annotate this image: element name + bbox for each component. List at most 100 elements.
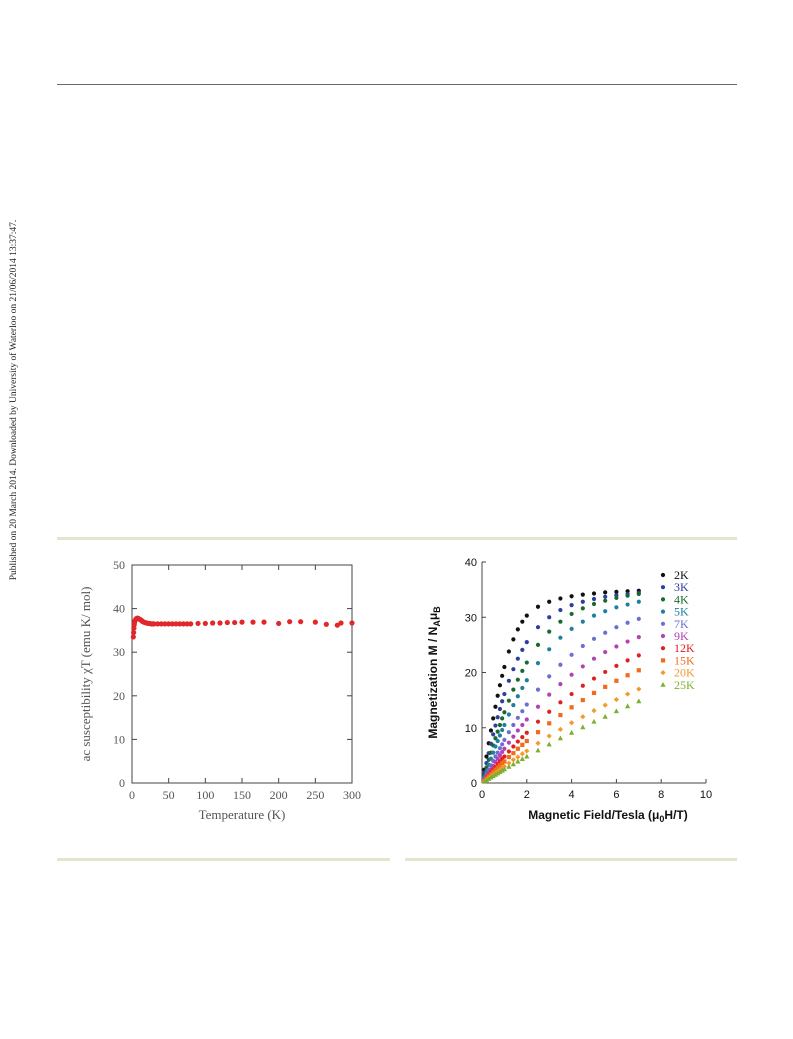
data-point-4k <box>497 722 503 728</box>
data-point-3k <box>515 656 520 661</box>
data-point-2k <box>580 592 585 597</box>
x-axis-label: Magnetic Field/Tesla (μ0H/T) <box>528 808 688 824</box>
magnetization-chart: 0 2 4 6 8 10 0 10 20 30 40 2K3K4K5K7K9K12K15K20K25… <box>426 557 712 824</box>
data-point-15k <box>535 730 541 735</box>
data-point-5k <box>580 619 585 624</box>
data-point-25k <box>625 703 631 709</box>
data-point-2k <box>491 716 496 721</box>
data-point-12k <box>569 691 574 697</box>
data-point <box>188 621 194 627</box>
data-point-12k <box>547 709 552 714</box>
x-axis-label-main: Magnetic Field/Tesla (μ <box>528 808 659 822</box>
x-tick-label: 150 <box>233 788 251 802</box>
data-point <box>131 629 137 636</box>
legend-marker-9k <box>660 633 666 639</box>
y-tick-label: 40 <box>113 602 125 616</box>
data-point-3k <box>524 640 529 645</box>
data-point-2k <box>603 590 608 595</box>
data-point-15k <box>493 767 498 772</box>
data-point-12k <box>502 754 507 759</box>
data-point-2k <box>591 591 597 596</box>
data-point-2k <box>614 589 619 594</box>
y-axis-label-main: Magnetization M / N <box>426 627 440 739</box>
data-point-7k <box>497 746 503 751</box>
legend-marker-15k <box>660 658 666 663</box>
y-tick-label: 20 <box>113 689 125 703</box>
data-point <box>158 621 164 627</box>
data-point-4k <box>569 611 574 617</box>
legend-label-15k: 15K <box>674 653 695 667</box>
y-axis-label-sub-b: B <box>432 606 442 613</box>
data-point-5k <box>558 635 563 640</box>
data-point-3k <box>491 732 496 737</box>
data-point-7k <box>506 730 511 735</box>
data-point-9k <box>535 704 541 709</box>
data-point-4k <box>506 698 511 703</box>
data-point-15k <box>515 746 520 751</box>
figure-bottom-rule-left <box>57 858 390 861</box>
data-point-9k <box>625 639 630 644</box>
data-point-3k <box>603 594 608 599</box>
data-point-25k <box>613 708 619 714</box>
data-point-25k <box>483 777 490 783</box>
data-point-9k <box>520 722 525 728</box>
data-point-12k <box>506 749 511 754</box>
data-point-5k <box>535 661 541 666</box>
legend-marker-5k <box>660 609 666 614</box>
data-point-12k <box>580 683 585 688</box>
data-point-12k <box>535 719 541 724</box>
x-tick-label: 0 <box>479 789 485 801</box>
data-point-9k <box>515 728 520 733</box>
data-point <box>224 619 230 626</box>
data-point <box>323 621 329 627</box>
data-point-12k <box>636 653 641 658</box>
data-point-5k <box>520 685 525 691</box>
susceptibility-chart: 0 50 100 150 200 250 300 0 10 20 30 40 50 Temperatur… <box>78 558 361 822</box>
data-point-2k <box>547 599 552 604</box>
data-point-3k <box>547 615 552 620</box>
data-point-25k <box>488 774 494 780</box>
data-point-25k <box>501 766 507 772</box>
data-point-4k <box>511 687 516 692</box>
x-axis-label-subscript: 0 <box>659 814 664 824</box>
y-axis-label: ac susceptibility χT (emu K/ mol) <box>78 587 93 762</box>
y-tick-label: 20 <box>465 668 477 680</box>
x-axis-label: Temperature (K) <box>199 807 286 822</box>
data-point <box>312 619 318 625</box>
data-point-15k <box>558 712 563 718</box>
data-point-7k <box>520 709 525 714</box>
data-point-9k <box>502 746 507 751</box>
data-point-15k <box>524 738 529 744</box>
data-point-2k <box>535 604 541 609</box>
x-tick-label: 0 <box>129 788 135 802</box>
data-point-15k <box>511 751 516 756</box>
data-point-20k <box>557 726 563 733</box>
data-point-4k <box>580 606 585 611</box>
data-point-4k <box>535 642 541 647</box>
data-point <box>151 621 157 627</box>
data-point <box>298 619 304 625</box>
data-point-9k <box>614 644 619 649</box>
data-point <box>166 621 172 627</box>
data-point-3k <box>520 647 525 652</box>
data-point-9k <box>569 672 574 677</box>
data-point-15k <box>603 684 608 689</box>
data-point-9k <box>591 656 597 661</box>
legend-label-3k: 3K <box>674 580 689 594</box>
data-point-2k <box>488 728 494 733</box>
data-point-20k <box>602 702 608 708</box>
y-axis-label-mu: μ <box>426 613 440 620</box>
data-point-5k <box>636 599 641 604</box>
data-point-7k <box>580 643 585 649</box>
plot-frame <box>131 564 353 784</box>
data-point-7k <box>591 636 597 641</box>
data-point-25k <box>497 769 503 774</box>
data-point-9k <box>500 749 505 755</box>
data-point-3k <box>502 691 507 697</box>
data-point-9k <box>497 753 503 758</box>
data-point-3k <box>500 699 505 704</box>
data-point-4k <box>558 619 563 624</box>
data-point-4k <box>502 710 507 715</box>
data-point-25k <box>481 778 487 784</box>
